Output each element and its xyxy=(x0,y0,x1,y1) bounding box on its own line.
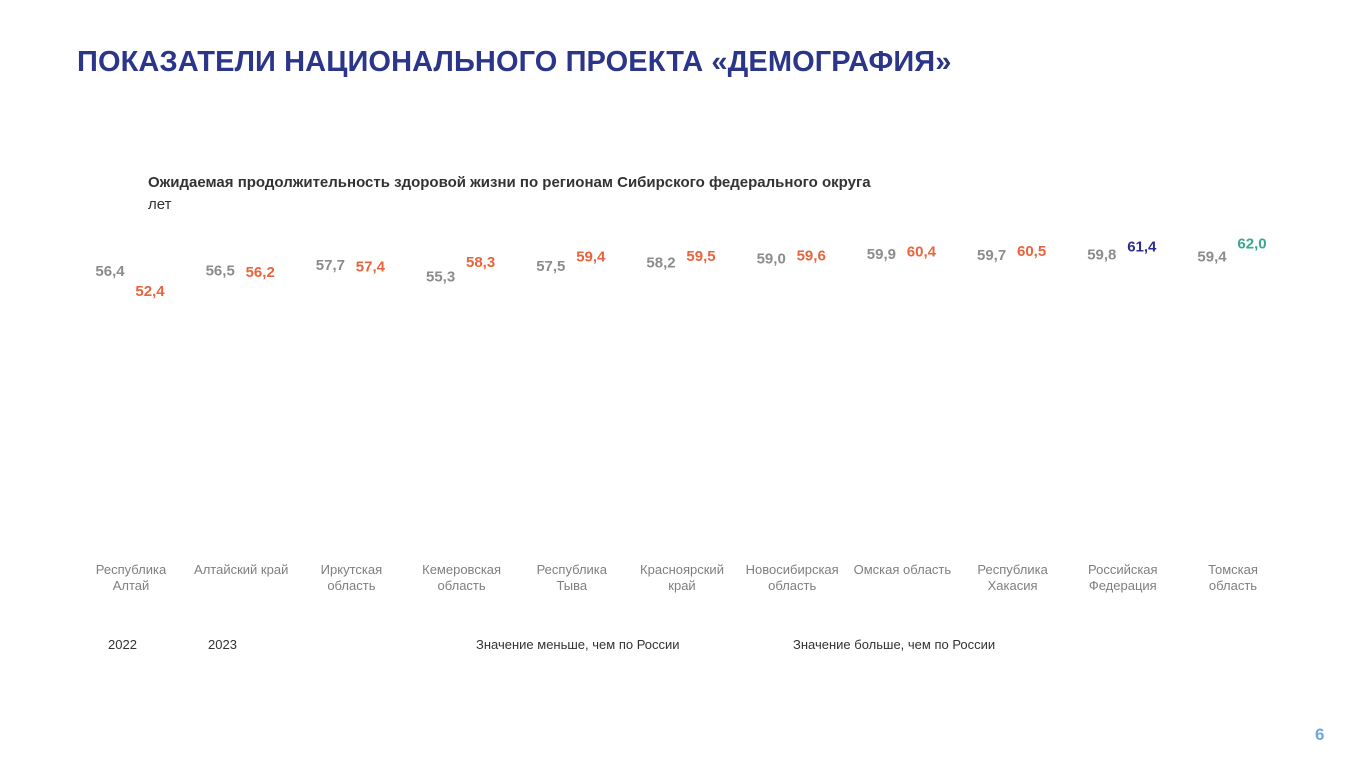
chart-unit-label: лет xyxy=(148,196,172,213)
data-label-2023: 62,0 xyxy=(1237,235,1266,252)
data-label-2023: 59,5 xyxy=(686,248,715,265)
data-label-2023: 57,4 xyxy=(356,258,386,275)
x-tick-label: Республика Хакасия xyxy=(977,562,1048,593)
data-label-2023: 60,4 xyxy=(907,243,937,260)
x-tick-label: Красноярский край xyxy=(640,562,724,593)
page-title: ПОКАЗАТЕЛИ НАЦИОНАЛЬНОГО ПРОЕКТА «ДЕМОГР… xyxy=(77,46,952,78)
data-label-2022: 59,4 xyxy=(1197,248,1227,265)
data-label-2022: 58,2 xyxy=(646,254,675,271)
data-label-2023: 61,4 xyxy=(1127,238,1157,255)
x-tick-label: Кемеровская область xyxy=(422,562,501,593)
data-label-2023: 59,4 xyxy=(576,248,606,265)
x-tick-label: Иркутская область xyxy=(321,562,382,593)
page-number: 6 xyxy=(1315,725,1325,744)
x-tick-label: Российская Федерация xyxy=(1088,562,1158,593)
data-label-2022: 59,8 xyxy=(1087,246,1116,263)
data-label-2022: 57,5 xyxy=(536,258,565,275)
legend-item-2022: 2022 xyxy=(108,637,137,652)
x-tick-label: Новосибирская область xyxy=(746,562,839,593)
data-label-2022: 59,9 xyxy=(867,246,896,263)
chart-title: Ожидаемая продолжительность здоровой жиз… xyxy=(148,174,871,191)
data-label-2022: 56,4 xyxy=(95,263,125,280)
data-label-2023: 59,6 xyxy=(797,247,826,264)
x-tick-label: Алтайский край xyxy=(194,562,288,577)
x-tick-label: Омская область xyxy=(854,562,952,577)
data-label-2022: 57,7 xyxy=(316,257,345,274)
legend-item-2023: 2023 xyxy=(208,637,237,652)
legend-item-below-russia: Значение меньше, чем по России xyxy=(476,637,680,652)
data-label-2023: 56,2 xyxy=(246,264,275,281)
data-label-2022: 59,7 xyxy=(977,247,1006,264)
legend-item-above-russia: Значение больше, чем по России xyxy=(793,637,996,652)
x-tick-label: Республика Алтай xyxy=(96,562,167,593)
data-label-2022: 56,5 xyxy=(206,263,235,280)
data-label-2023: 60,5 xyxy=(1017,243,1046,260)
x-tick-label: Республика Тыва xyxy=(537,562,608,593)
x-tick-label: Томская область xyxy=(1208,562,1258,593)
data-label-2022: 59,0 xyxy=(757,250,786,267)
data-label-2022: 55,3 xyxy=(426,269,455,286)
data-label-2023: 52,4 xyxy=(135,283,165,300)
data-label-2023: 58,3 xyxy=(466,254,495,271)
